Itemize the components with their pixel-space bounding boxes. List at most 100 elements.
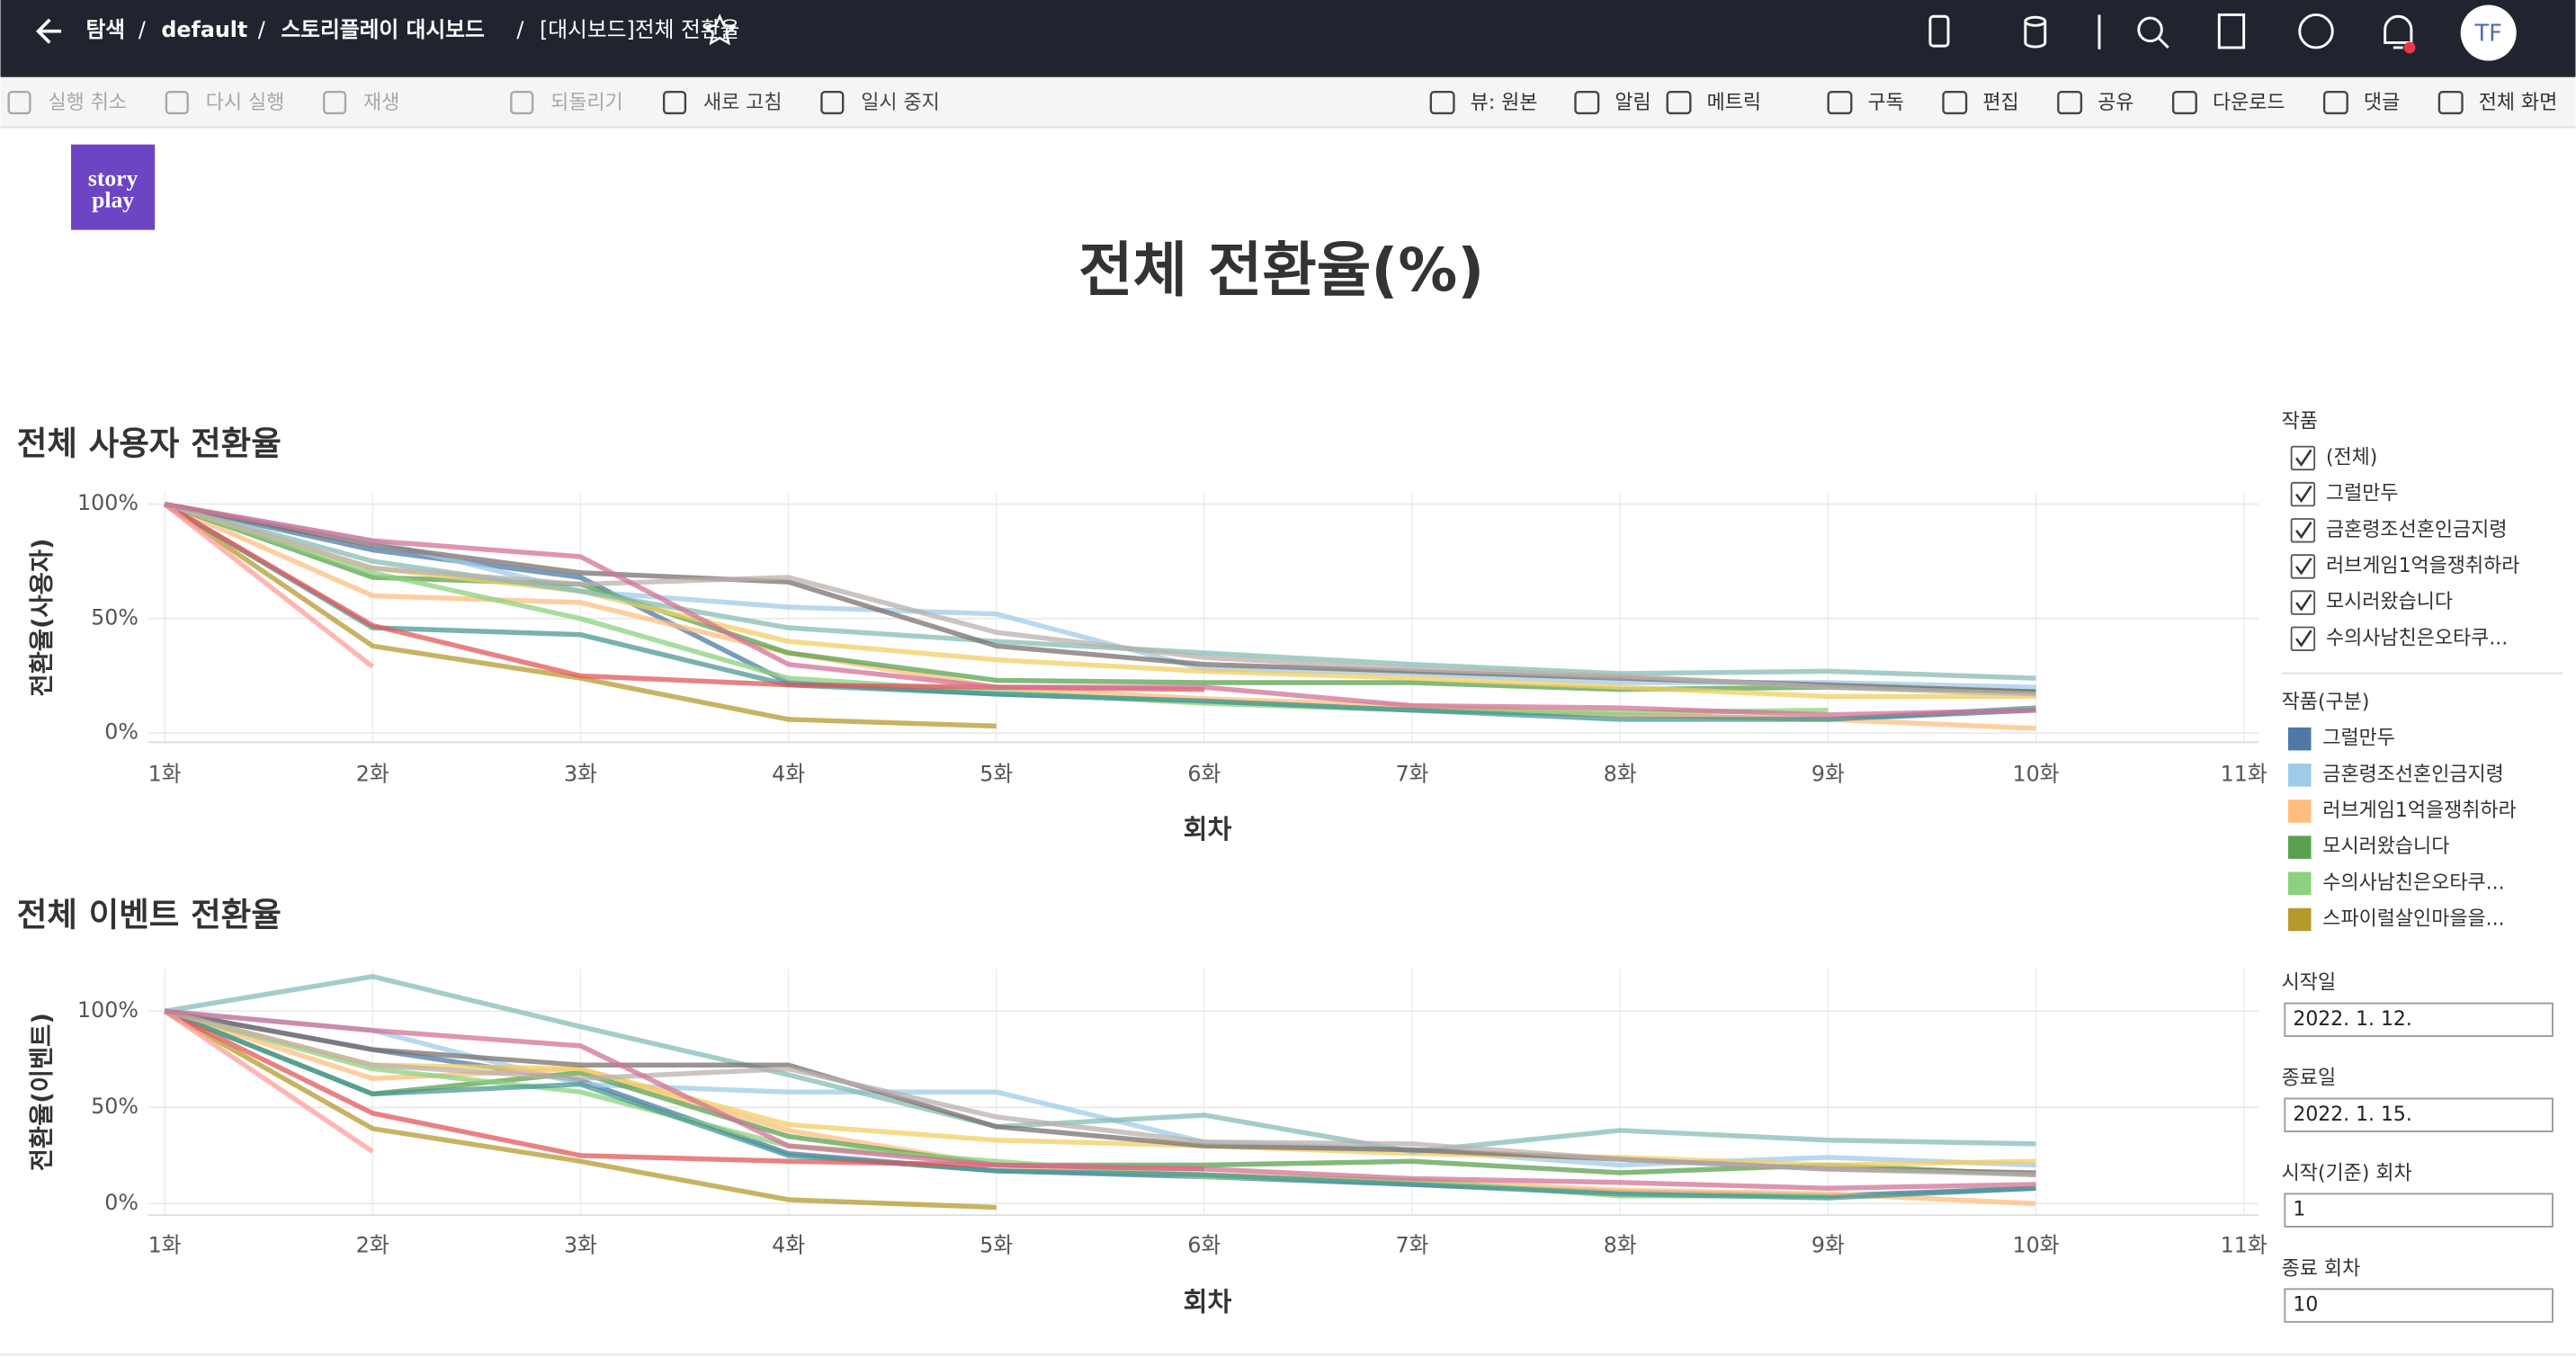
toolbar-button[interactable]: 전체 화면: [2479, 92, 2558, 114]
filter-option[interactable]: 그럴만두: [2326, 483, 2399, 505]
avatar-initials: TF: [2474, 20, 2502, 47]
chart-title: 전체 사용자 전환율: [17, 424, 282, 462]
breadcrumb-item[interactable]: 스토리플레이 대시보드: [281, 17, 485, 42]
x-tick-label: 6화: [1187, 761, 1221, 786]
data-icon-body: [2024, 21, 2047, 49]
legend-swatch: [2287, 727, 2312, 751]
legend-label: 금혼령조선혼인금지령: [2322, 764, 2504, 786]
x-tick-label: 10화: [2012, 1232, 2059, 1257]
x-tick-label: 8화: [1604, 761, 1637, 786]
toolbar-button[interactable]: 구독: [1868, 92, 1904, 114]
logo: [71, 144, 156, 230]
filter-option[interactable]: 수의사남친은오타쿠...: [2326, 627, 2508, 649]
toolbar-icon: [2171, 91, 2197, 115]
x-tick-label: 11화: [2221, 761, 2267, 786]
device-icon[interactable]: [1928, 14, 1950, 48]
series-line: [163, 502, 2036, 722]
avatar[interactable]: [2460, 4, 2517, 61]
x-tick-label: 4화: [772, 761, 805, 786]
series-line: [164, 1008, 2036, 1201]
filter-option[interactable]: (전체): [2326, 446, 2377, 469]
toolbar: [0, 76, 2576, 129]
x-axis-label: 회차: [1184, 814, 1232, 844]
back-button[interactable]: [35, 18, 62, 44]
y-axis-label: 전환율(이벤트): [28, 1013, 56, 1171]
toolbar-button[interactable]: 편집: [1982, 92, 2018, 114]
x-axis-label: 회차: [1184, 1287, 1232, 1318]
toolbar-icon: [1429, 91, 1455, 115]
input-box[interactable]: [2284, 1002, 2554, 1038]
toolbar-icon: [165, 91, 189, 115]
x-tick-label: 7화: [1396, 761, 1429, 786]
input-value: 2022. 1. 15.: [2293, 1103, 2411, 1126]
toolbar-button[interactable]: 일시 중지: [861, 92, 940, 114]
top-icons: [1928, 13, 2413, 49]
x-tick-label: 8화: [1604, 1232, 1637, 1257]
toolbar-icon: [510, 91, 534, 115]
series-line: [164, 974, 2036, 1155]
breadcrumb-separator: /: [516, 17, 523, 42]
toolbar-button[interactable]: 실행 취소: [48, 92, 127, 114]
toolbar-button[interactable]: 알림: [1614, 92, 1650, 114]
filter-option[interactable]: 모시러왔습니다: [2326, 591, 2453, 613]
breadcrumb-separator: /: [139, 17, 146, 42]
input-value: 1: [2293, 1199, 2305, 1221]
input-box[interactable]: [2284, 1193, 2554, 1228]
y-tick-label: 100%: [77, 997, 139, 1023]
checkmark: [2295, 449, 2312, 467]
filter-option[interactable]: 금혼령조선혼인금지령: [2326, 519, 2508, 541]
y-tick-label: 100%: [77, 490, 139, 515]
logo-text: play: [92, 186, 134, 212]
checkmark: [2295, 558, 2312, 576]
input-value: 2022. 1. 12.: [2293, 1008, 2411, 1031]
series-line: [163, 1008, 997, 1211]
legend-swatch: [2287, 907, 2312, 932]
bell-icon[interactable]: [2384, 14, 2413, 49]
input-box[interactable]: [2284, 1097, 2554, 1132]
x-tick-label: 3화: [564, 761, 597, 786]
legend-swatch: [2287, 871, 2312, 896]
toolbar-button[interactable]: 뷰: 원본: [1471, 92, 1538, 114]
series-line: [164, 1008, 2036, 1191]
y-tick-label: 50%: [91, 604, 139, 630]
toolbar-button[interactable]: 재생: [363, 92, 399, 114]
toolbar-button[interactable]: 새로 고침: [703, 92, 783, 114]
help-icon[interactable]: [2298, 13, 2334, 49]
input-box[interactable]: [2284, 1288, 2554, 1323]
field-label: 시작(기준) 회차: [2282, 1163, 2412, 1185]
toolbar-button[interactable]: 댓글: [2364, 92, 2400, 114]
series-line: [164, 501, 2036, 700]
x-tick-label: 2화: [356, 1232, 389, 1257]
legend-label: 모시러왔습니다: [2322, 835, 2449, 858]
breadcrumb-item[interactable]: 탐색: [85, 17, 125, 42]
search-icon-handle: [2157, 36, 2169, 49]
toolbar-button[interactable]: 메트릭: [1707, 92, 1761, 114]
toolbar-icon: [2322, 91, 2348, 115]
search-icon[interactable]: [2137, 16, 2163, 43]
toolbar-button[interactable]: 다운로드: [2213, 92, 2285, 114]
top-bar: [0, 0, 2576, 77]
checkmark: [2295, 594, 2312, 612]
series-line: [164, 501, 2036, 697]
watchlist-icon[interactable]: [2217, 13, 2246, 49]
toolbar-button[interactable]: 되돌리기: [550, 92, 623, 114]
x-tick-label: 7화: [1396, 1232, 1429, 1257]
field-label: 종료 회차: [2282, 1257, 2361, 1280]
series-line: [163, 502, 374, 669]
toolbar-icon: [662, 91, 687, 115]
notification-dot: [2403, 41, 2416, 54]
breadcrumb-item[interactable]: default: [161, 17, 247, 42]
x-tick-label: 1화: [148, 761, 182, 786]
toolbar-button[interactable]: 공유: [2097, 92, 2133, 114]
toolbar-icon: [2437, 91, 2464, 115]
legend-label: 그럴만두: [2322, 728, 2395, 750]
toolbar-icon: [1666, 91, 1692, 115]
toolbar-button[interactable]: 다시 실행: [206, 92, 285, 114]
filter-option[interactable]: 러브게임1억을쟁취하라: [2326, 555, 2519, 577]
x-tick-label: 11화: [2221, 1232, 2267, 1257]
series-line: [164, 1008, 2036, 1168]
checkmark: [2295, 521, 2312, 540]
breadcrumb-item[interactable]: [대시보드]전체 전환율: [540, 17, 739, 42]
legend-title: 작품(구분): [2282, 691, 2370, 713]
favorite-star[interactable]: [702, 13, 737, 46]
